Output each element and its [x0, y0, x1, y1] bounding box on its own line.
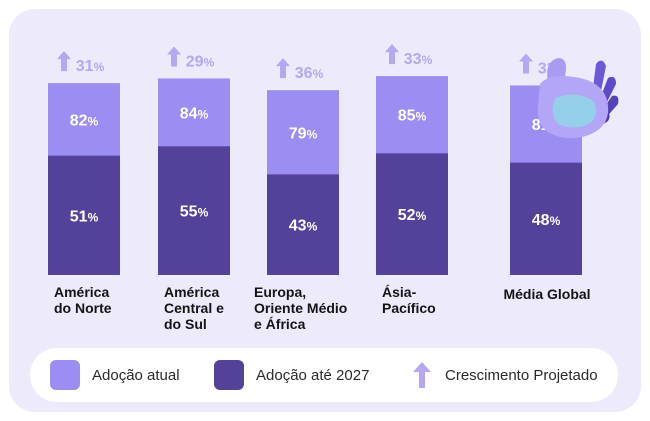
value-label-2027-0: 82%: [70, 112, 99, 129]
legend-label-current: Adoção atual: [92, 366, 180, 384]
bar-current-3: [376, 153, 448, 275]
value-label-current-4: 48%: [532, 212, 561, 229]
value-label-current-3: 52%: [398, 207, 427, 224]
category-label-3: Ásia- Pacífico: [382, 284, 436, 316]
bar-current-0: [48, 155, 120, 275]
category-label-1: América Central e do Sul: [164, 284, 224, 332]
legend-item-2027: Adoção até 2027: [214, 360, 369, 390]
legend-item-current: Adoção atual: [50, 360, 180, 390]
legend-item-growth: Crescimento Projetado: [411, 360, 598, 390]
value-label-2027-3: 85%: [398, 108, 427, 125]
value-label-current-1: 55%: [180, 204, 209, 221]
arrow-up-icon: [385, 44, 399, 65]
value-label-2027-1: 84%: [180, 105, 209, 122]
value-label-current-2: 43%: [289, 218, 318, 235]
bar-current-4: [510, 162, 582, 275]
bar-current-2: [267, 174, 339, 275]
legend-label-growth: Crescimento Projetado: [445, 366, 598, 384]
robot-hand-icon: [514, 58, 619, 139]
category-label-4: Média Global: [503, 286, 591, 302]
legend-label-2027: Adoção até 2027: [256, 366, 370, 384]
arrow-up-icon: [411, 360, 433, 390]
growth-label-2: 36%: [295, 65, 324, 82]
legend-swatch-2027: [214, 360, 244, 390]
legend: Adoção atual Adoção até 2027 Crescimento…: [30, 348, 618, 402]
arrow-up-icon: [167, 46, 181, 67]
value-label-current-0: 51%: [70, 208, 99, 225]
growth-label-3: 33%: [404, 51, 433, 68]
growth-label-0: 31%: [76, 58, 105, 75]
bar-current-1: [158, 146, 230, 275]
arrow-up-icon: [519, 53, 533, 74]
arrow-up-icon: [57, 51, 71, 72]
legend-swatch-current: [50, 360, 80, 390]
arrow-up-icon: [276, 58, 290, 79]
category-label-0: América do Norte: [54, 284, 112, 316]
category-label-2: Europa, Oriente Médio e África: [254, 284, 348, 332]
value-label-2027-2: 79%: [289, 125, 318, 142]
growth-label-1: 29%: [186, 53, 215, 70]
